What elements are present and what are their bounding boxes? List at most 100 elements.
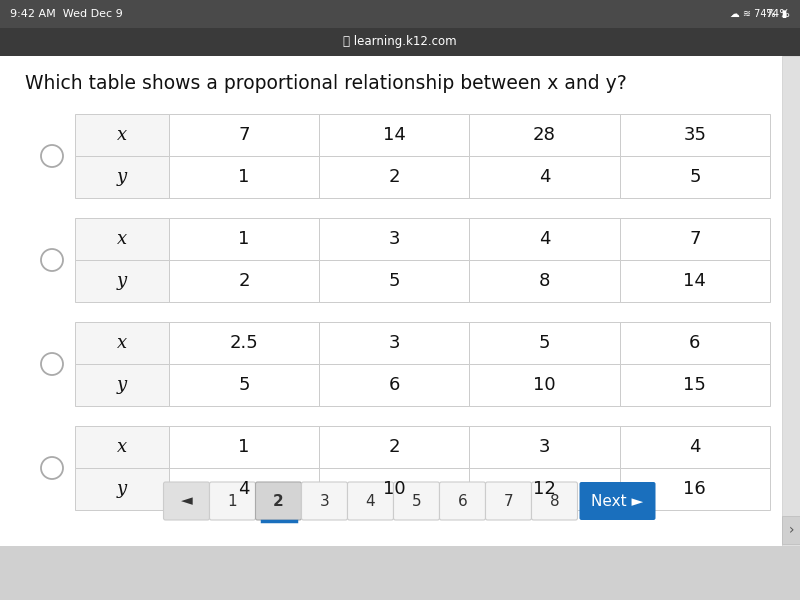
Bar bbox=[470, 468, 620, 510]
Text: 1: 1 bbox=[238, 438, 250, 456]
Bar bbox=[0, 546, 800, 600]
FancyBboxPatch shape bbox=[163, 482, 210, 520]
Bar bbox=[319, 364, 470, 406]
Text: 4: 4 bbox=[238, 480, 250, 498]
Text: Next ►: Next ► bbox=[591, 493, 644, 509]
Text: 2: 2 bbox=[238, 272, 250, 290]
Text: 6: 6 bbox=[458, 493, 467, 509]
Bar bbox=[169, 114, 319, 156]
Bar bbox=[169, 218, 319, 260]
Bar bbox=[620, 322, 770, 364]
FancyBboxPatch shape bbox=[302, 482, 347, 520]
Bar bbox=[620, 260, 770, 302]
Text: 7: 7 bbox=[238, 126, 250, 144]
FancyBboxPatch shape bbox=[579, 482, 655, 520]
Bar bbox=[319, 114, 470, 156]
Bar bbox=[75, 218, 169, 260]
Text: 15: 15 bbox=[683, 376, 706, 394]
Text: 6: 6 bbox=[689, 334, 701, 352]
Bar bbox=[319, 218, 470, 260]
Text: x: x bbox=[117, 438, 127, 456]
Bar bbox=[782, 56, 800, 546]
Bar bbox=[319, 260, 470, 302]
Text: ☁ ≋ 74%  ▮: ☁ ≋ 74% ▮ bbox=[730, 9, 787, 19]
Bar bbox=[75, 322, 169, 364]
Text: 2: 2 bbox=[273, 493, 284, 509]
FancyBboxPatch shape bbox=[255, 482, 302, 520]
Bar bbox=[169, 426, 319, 468]
Text: 14: 14 bbox=[683, 272, 706, 290]
Text: 12: 12 bbox=[533, 480, 556, 498]
Text: 16: 16 bbox=[683, 480, 706, 498]
Text: 1: 1 bbox=[238, 168, 250, 186]
Bar bbox=[0, 56, 800, 546]
Circle shape bbox=[41, 145, 63, 167]
Bar bbox=[620, 364, 770, 406]
Bar bbox=[319, 468, 470, 510]
Bar bbox=[0, 28, 800, 56]
Text: 74%: 74% bbox=[765, 9, 790, 19]
Text: 2.5: 2.5 bbox=[230, 334, 258, 352]
FancyBboxPatch shape bbox=[347, 482, 394, 520]
Bar bbox=[169, 260, 319, 302]
Text: 28: 28 bbox=[533, 126, 556, 144]
Bar bbox=[75, 156, 169, 198]
Text: ◄: ◄ bbox=[181, 493, 192, 509]
FancyBboxPatch shape bbox=[439, 482, 486, 520]
Circle shape bbox=[41, 249, 63, 271]
Bar bbox=[75, 364, 169, 406]
Text: 8: 8 bbox=[539, 272, 550, 290]
Bar bbox=[75, 114, 169, 156]
Bar bbox=[169, 322, 319, 364]
Text: 4: 4 bbox=[689, 438, 701, 456]
Text: 5: 5 bbox=[238, 376, 250, 394]
Text: y: y bbox=[117, 272, 127, 290]
Text: x: x bbox=[117, 334, 127, 352]
Bar bbox=[75, 260, 169, 302]
Text: 3: 3 bbox=[320, 493, 330, 509]
Text: 10: 10 bbox=[383, 480, 406, 498]
Bar bbox=[75, 426, 169, 468]
Bar bbox=[319, 426, 470, 468]
Bar bbox=[169, 156, 319, 198]
Bar bbox=[782, 516, 800, 544]
Bar bbox=[470, 218, 620, 260]
Bar bbox=[169, 468, 319, 510]
Bar bbox=[75, 468, 169, 510]
Text: 3: 3 bbox=[389, 230, 400, 248]
Bar bbox=[470, 156, 620, 198]
Text: 2: 2 bbox=[389, 168, 400, 186]
Text: 9:42 AM  Wed Dec 9: 9:42 AM Wed Dec 9 bbox=[10, 9, 122, 19]
Text: 35: 35 bbox=[683, 126, 706, 144]
FancyBboxPatch shape bbox=[531, 482, 578, 520]
Bar bbox=[620, 426, 770, 468]
Text: 5: 5 bbox=[389, 272, 400, 290]
Bar bbox=[470, 322, 620, 364]
Bar bbox=[470, 364, 620, 406]
Circle shape bbox=[41, 353, 63, 375]
Bar bbox=[620, 218, 770, 260]
Text: 4: 4 bbox=[539, 230, 550, 248]
Text: x: x bbox=[117, 230, 127, 248]
Bar bbox=[169, 364, 319, 406]
Bar bbox=[620, 156, 770, 198]
FancyBboxPatch shape bbox=[486, 482, 531, 520]
Text: 4: 4 bbox=[539, 168, 550, 186]
Text: y: y bbox=[117, 168, 127, 186]
Text: 7: 7 bbox=[689, 230, 701, 248]
Bar bbox=[620, 468, 770, 510]
Bar bbox=[470, 426, 620, 468]
Text: 3: 3 bbox=[389, 334, 400, 352]
Text: 14: 14 bbox=[383, 126, 406, 144]
Text: 3: 3 bbox=[539, 438, 550, 456]
Text: 10: 10 bbox=[534, 376, 556, 394]
Text: 1: 1 bbox=[228, 493, 238, 509]
Text: x: x bbox=[117, 126, 127, 144]
Text: 1: 1 bbox=[238, 230, 250, 248]
Bar bbox=[0, 0, 800, 28]
Bar bbox=[319, 156, 470, 198]
Text: 8: 8 bbox=[550, 493, 559, 509]
Bar bbox=[319, 322, 470, 364]
Text: 5: 5 bbox=[539, 334, 550, 352]
FancyBboxPatch shape bbox=[394, 482, 439, 520]
